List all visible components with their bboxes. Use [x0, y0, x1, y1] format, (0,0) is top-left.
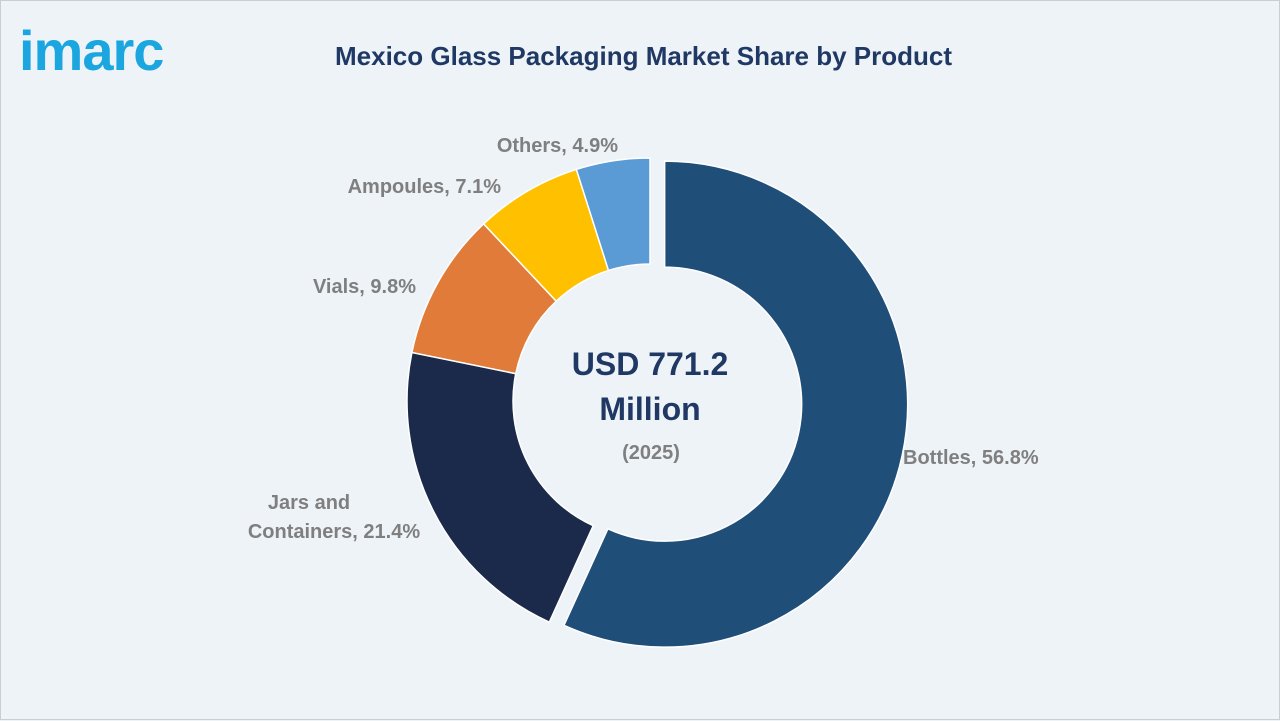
slice-bottles	[562, 160, 909, 648]
chart-title: Mexico Glass Packaging Market Share by P…	[335, 41, 953, 71]
label-jars-line1: Jars and	[268, 492, 350, 514]
label-jars-line2: Containers, 21.4%	[248, 521, 421, 543]
label-bottles: Bottles, 56.8%	[903, 447, 1039, 469]
slice-jars-and-containers	[406, 351, 595, 624]
donut-slices	[406, 157, 909, 648]
slice-others	[575, 157, 651, 272]
label-ampoules: Ampoules, 7.1%	[348, 176, 502, 198]
label-others: Others, 4.9%	[497, 135, 618, 157]
label-vials: Vials, 9.8%	[313, 276, 416, 298]
center-value-line2: Million	[599, 391, 700, 427]
imarc-logo: imarc	[19, 19, 164, 82]
center-value-line1: USD 771.2	[572, 346, 729, 382]
center-year: (2025)	[622, 442, 680, 464]
